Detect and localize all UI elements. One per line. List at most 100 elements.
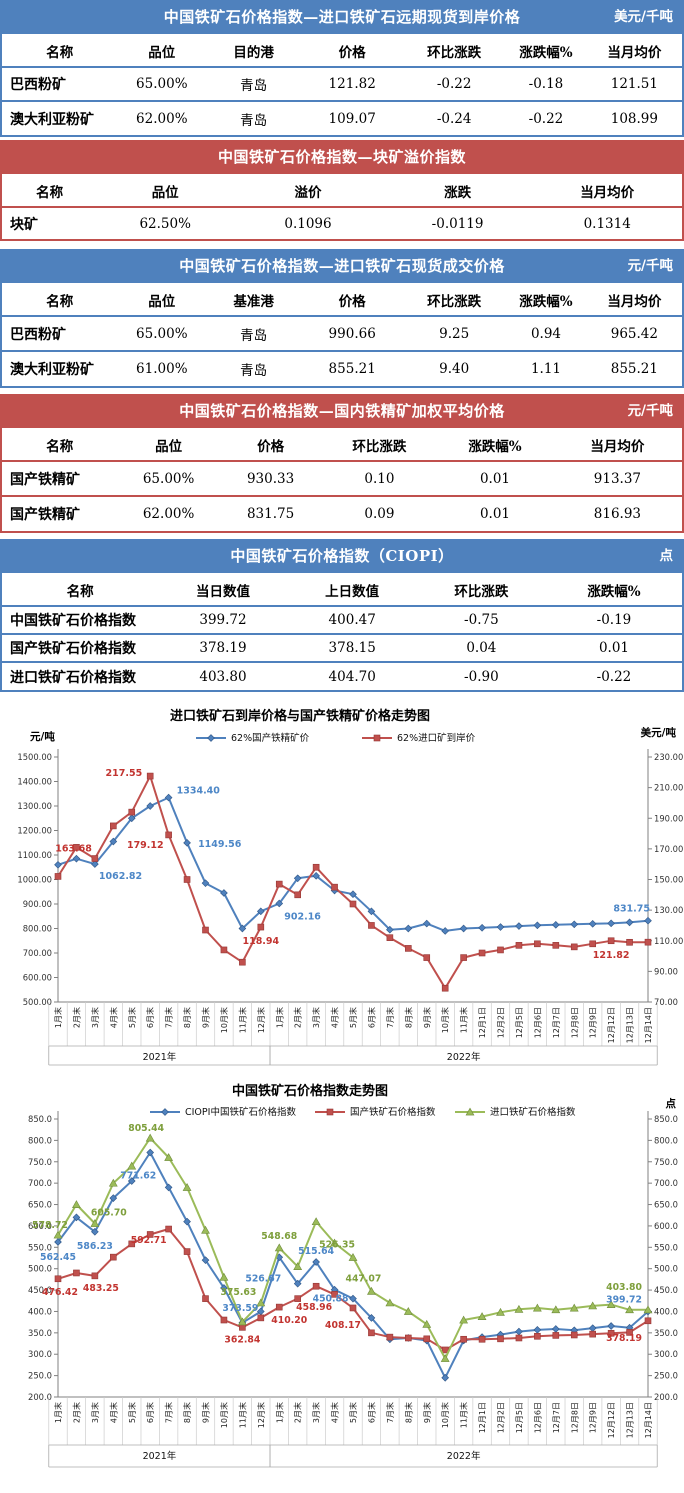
x-tick-label: 11月末 — [237, 1402, 247, 1428]
x-tick-label: 2月末 — [293, 1402, 303, 1423]
x-tick-label: 12月5日 — [515, 1007, 524, 1038]
table-title: 中国铁矿石价格指数—块矿溢价指数 — [217, 148, 466, 166]
column-header: 上日数值 — [325, 584, 380, 600]
x-tick-label: 11月末 — [459, 1007, 469, 1033]
column-header: 品位 — [151, 185, 179, 201]
cell-value: -0.22 — [596, 668, 632, 685]
x-tick-label: 10月末 — [440, 1402, 450, 1428]
price-table-1: 中国铁矿石价格指数—进口铁矿石远期现货到岸价格 美元/千吨 名称 品位 目的港 价格 环比涨… — [0, 0, 684, 137]
data-label: 373.59 — [222, 1303, 258, 1314]
chart-title: 中国铁矿石价格指数走势图 — [232, 1083, 388, 1099]
cell-value: 0.1096 — [284, 215, 332, 232]
x-tick-label: 8月末 — [403, 1402, 413, 1423]
y-tick-right: 200.0 — [654, 1392, 678, 1402]
x-tick-label: 4月末 — [330, 1007, 340, 1028]
column-header: 环比涨跌 — [352, 439, 407, 455]
x-tick-label: 4月末 — [108, 1007, 118, 1028]
x-tick-label: 1月末 — [274, 1402, 284, 1423]
y-axes: 850.0 800.0 750.0 700.0 650.0 600.0 550.0 500.0… — [28, 1111, 678, 1402]
y-tick-right: 800.0 — [654, 1135, 678, 1145]
cell-value: 0.1314 — [583, 215, 631, 232]
data-label: 526.35 — [319, 1239, 355, 1250]
cell-value: 61.00% — [136, 361, 188, 377]
cell-value: 990.66 — [328, 325, 376, 342]
data-label: 163.68 — [55, 844, 92, 855]
x-tick-label: 12月6日 — [533, 1007, 542, 1038]
x-tick-label: 10月末 — [219, 1007, 229, 1033]
x-tick-label: 3月末 — [311, 1007, 321, 1028]
x-tick-label: 12月8日 — [570, 1007, 579, 1038]
x-tick-label: 2月末 — [71, 1402, 81, 1423]
data-label: 515.64 — [298, 1246, 334, 1257]
cell-value: -0.22 — [436, 76, 472, 92]
data-label: 805.44 — [128, 1123, 164, 1134]
cell-value: -0.24 — [436, 110, 472, 127]
legend-label: 62%国产铁精矿价 — [231, 732, 310, 744]
data-label: 526.67 — [245, 1273, 281, 1284]
legend-label: 国产铁矿石价格指数 — [350, 1106, 436, 1118]
right-axis-unit: 美元/吨 — [641, 726, 677, 739]
column-header: 目的港 — [233, 45, 274, 61]
x-tick-label: 7月末 — [385, 1402, 395, 1423]
x-tick-label: 9月末 — [201, 1007, 211, 1028]
y-tick-right: 230.00 — [654, 752, 683, 762]
y-tick-right: 500.0 — [654, 1264, 678, 1274]
x-tick-label: 1月末 — [274, 1007, 284, 1028]
data-label: 362.84 — [224, 1334, 260, 1345]
data-label: 118.94 — [242, 936, 279, 947]
data-label: 1149.56 — [198, 839, 242, 850]
y-tick-right: 850.0 — [654, 1114, 678, 1124]
series-line — [57, 1151, 649, 1379]
cell-value: 400.47 — [328, 612, 376, 628]
chart-title: 进口铁矿石到岸价格与国产铁精矿价格走势图 — [170, 708, 430, 724]
x-tick-label: 12月12日 — [607, 1402, 616, 1438]
y-tick-left: 600.00 — [23, 973, 52, 983]
price-table-4: 中国铁矿石价格指数—国内铁精矿加权平均价格 元/千吨 名称 品位 价格 环比涨跌 涨跌幅% 当… — [0, 394, 684, 533]
y-tick-left: 300.0 — [28, 1349, 52, 1359]
table-title-bar: 中国铁矿石价格指数—国内铁精矿加权平均价格 元/千吨 — [2, 394, 682, 430]
cell-value: 930.33 — [246, 470, 295, 487]
table-row: 块矿 62.50% 0.1096 -0.0119 0.1314 — [2, 207, 682, 239]
x-tick-label: 6月末 — [145, 1007, 155, 1028]
row-name: 澳大利亚粉矿 — [10, 362, 94, 378]
series-line — [57, 796, 649, 932]
x-tick-label: 12月7日 — [552, 1007, 561, 1038]
table-row: 进口铁矿石价格指数 403.80 404.70 -0.90 -0.22 — [2, 662, 682, 690]
column-header: 环比涨跌 — [427, 45, 482, 61]
x-tick-label: 3月末 — [90, 1402, 100, 1423]
table-title-bar: 中国铁矿石价格指数—块矿溢价指数 — [2, 140, 682, 176]
y-tick-left: 850.0 — [28, 1114, 52, 1124]
y-tick-left: 500.0 — [28, 1264, 52, 1274]
y-tick-right: 300.0 — [654, 1349, 678, 1359]
cell-value: 404.70 — [328, 668, 376, 685]
x-tick-label: 11月末 — [237, 1007, 247, 1033]
x-tick-label: 9月末 — [422, 1007, 432, 1028]
x-tick-label: 12月13日 — [626, 1402, 635, 1438]
x-tick-label: 10月末 — [440, 1007, 450, 1033]
x-tick-label: 9月末 — [201, 1402, 211, 1423]
legend-label: CIOPI中国铁矿石价格指数 — [185, 1106, 296, 1118]
y-tick-left: 1100.00 — [17, 850, 52, 860]
cell-value: 65.00% — [136, 325, 188, 342]
table-row: 国产铁精矿 65.00% 930.33 0.10 0.01 913.37 — [2, 461, 682, 496]
x-tick-label: 3月末 — [311, 1402, 321, 1423]
legend: 62%国产铁精矿价 62%进口矿到岸价 — [196, 732, 476, 744]
data-label: 403.80 — [606, 1282, 642, 1293]
column-header: 品位 — [148, 45, 176, 61]
table-title: 中国铁矿石价格指数—进口铁矿石远期现货到岸价格 — [163, 8, 521, 26]
table-title: 中国铁矿石价格指数（CIOPI） — [230, 547, 454, 565]
y-tick-left: 700.0 — [28, 1178, 52, 1188]
y-tick-left: 1300.00 — [17, 801, 52, 811]
cell-value: 青岛 — [240, 112, 268, 129]
y-tick-left: 700.00 — [23, 948, 52, 958]
data-label: 447.07 — [345, 1273, 381, 1284]
series-CIOPI中国铁矿石价格指数 — [54, 1148, 652, 1382]
cell-value: 0.01 — [598, 640, 629, 656]
column-header: 价格 — [338, 45, 366, 61]
x-tick-label: 5月末 — [348, 1402, 358, 1423]
cell-value: 816.93 — [593, 506, 642, 522]
y-tick-right: 450.0 — [654, 1285, 678, 1295]
data-label: 458.96 — [296, 1302, 332, 1313]
cell-value: 9.25 — [439, 325, 470, 342]
